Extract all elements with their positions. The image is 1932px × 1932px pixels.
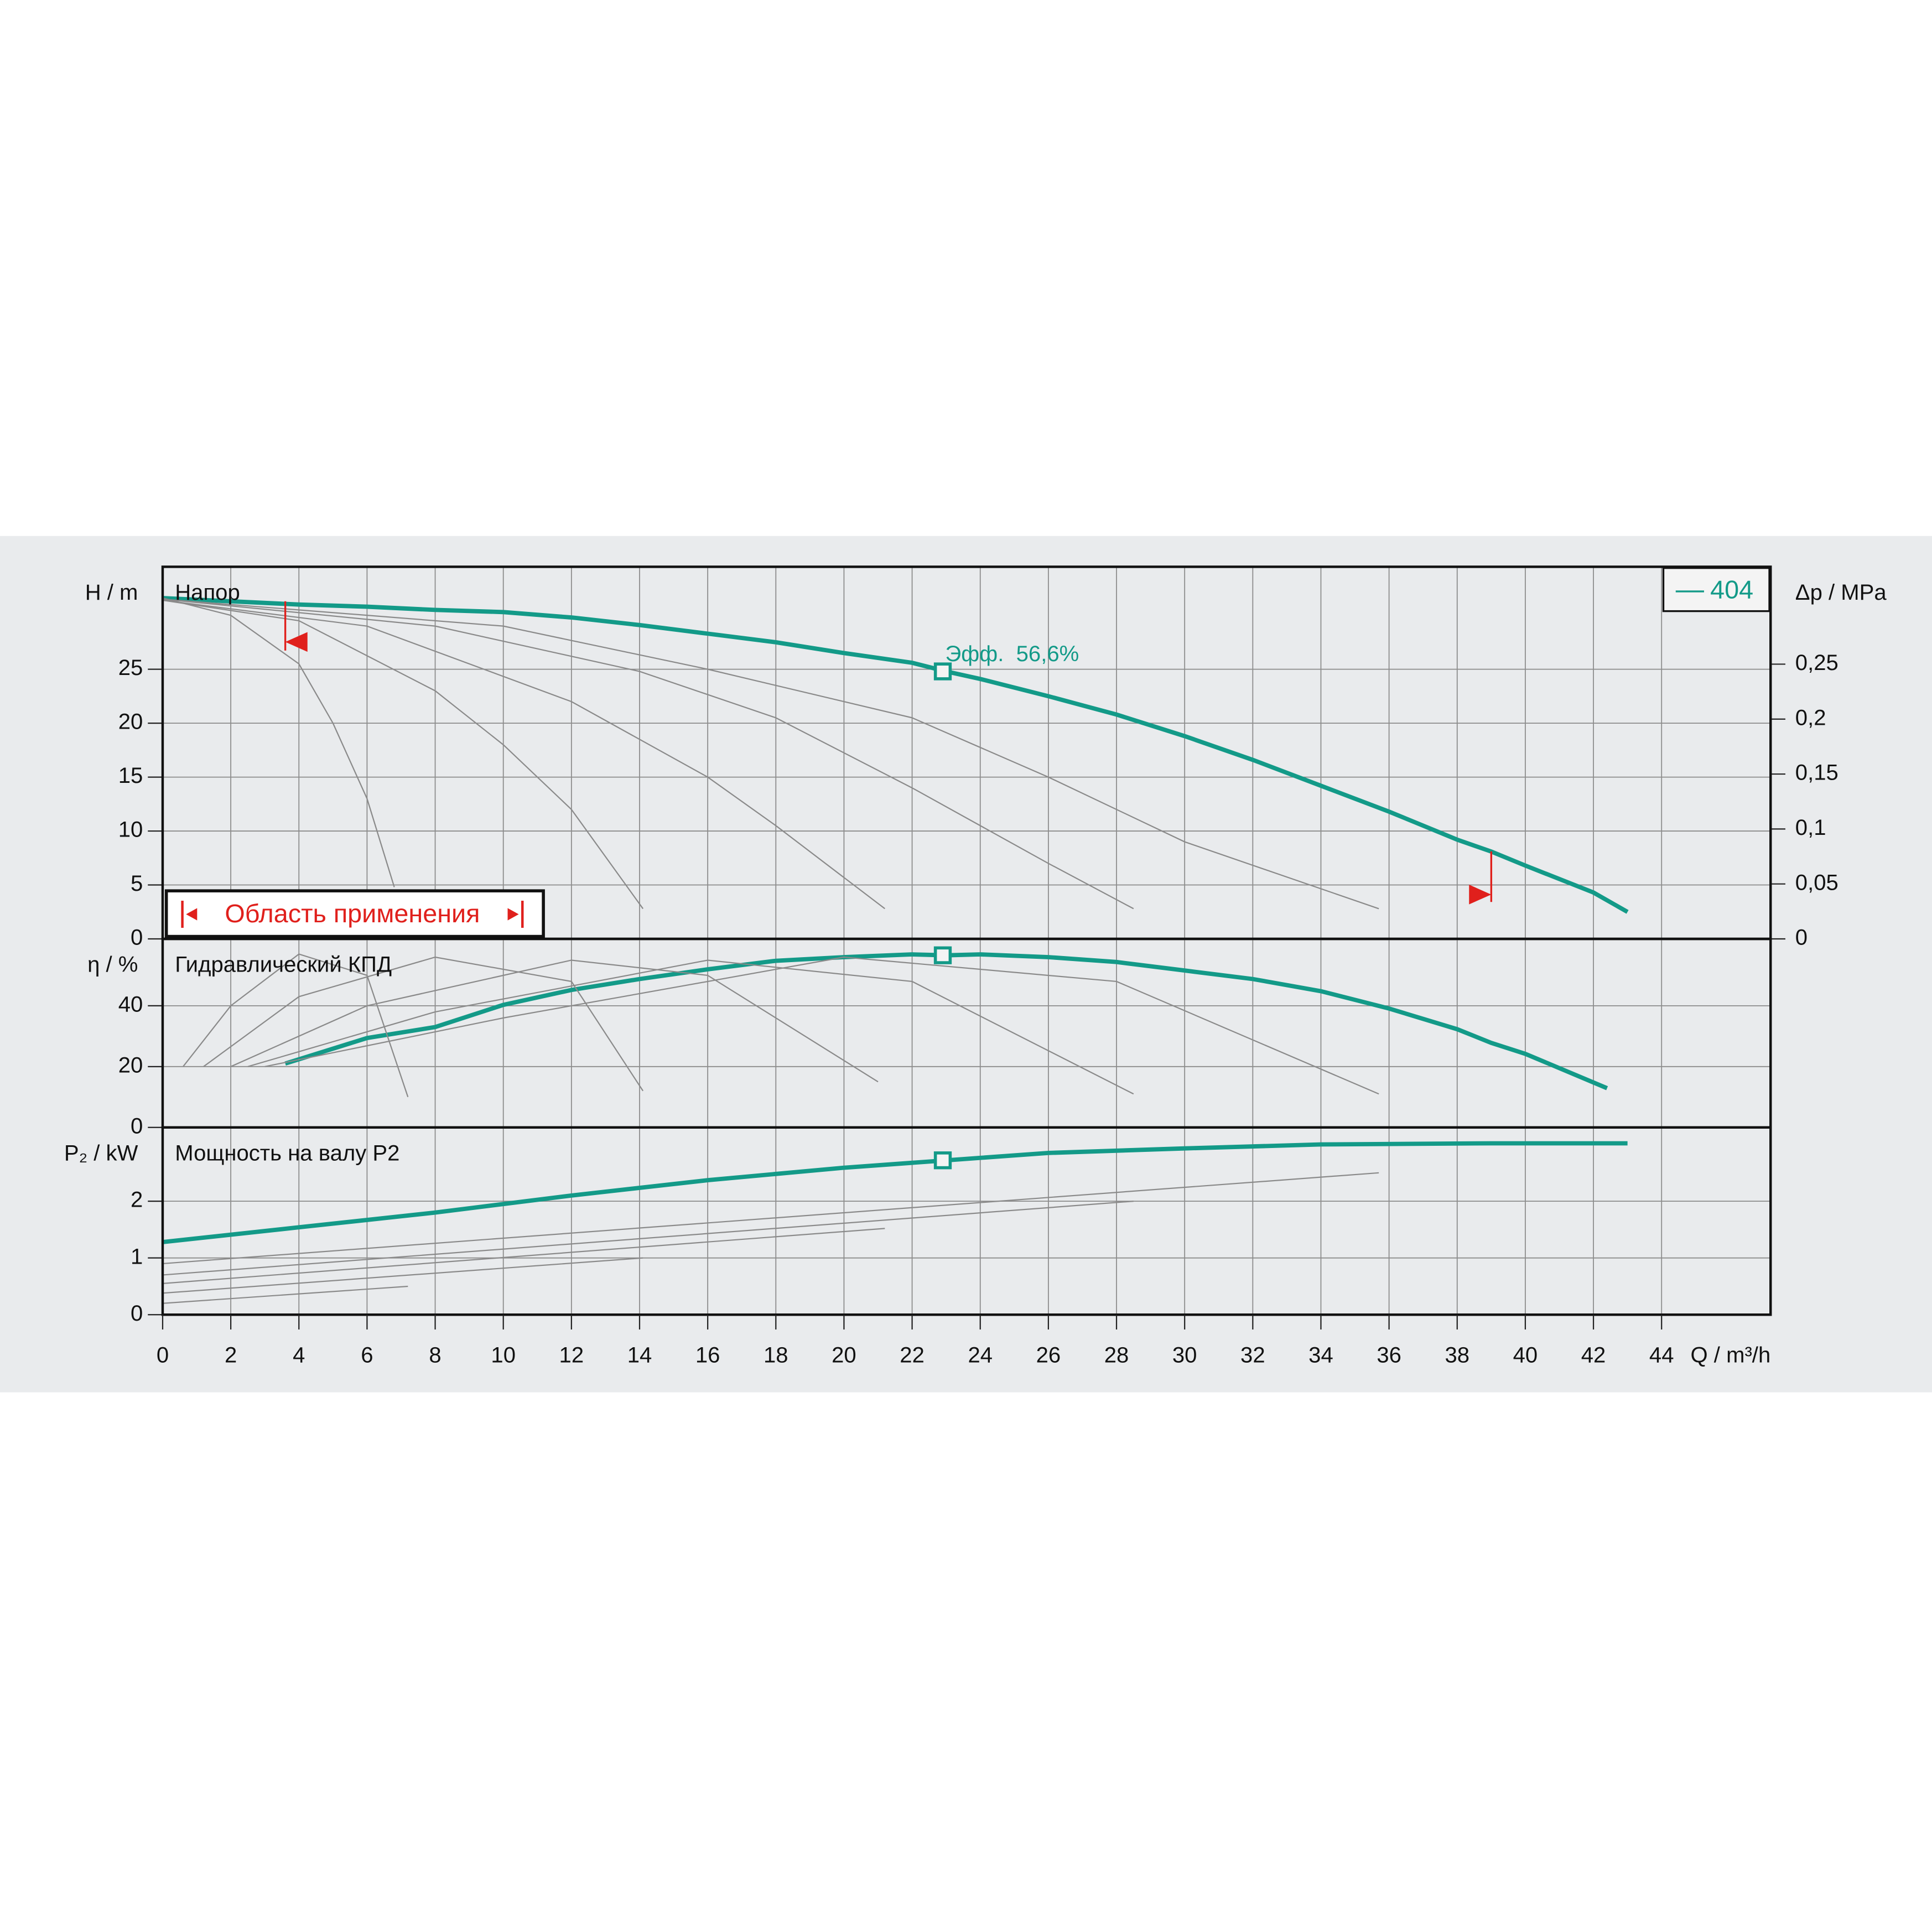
y2-tick-label: 0,1 — [1795, 816, 1826, 840]
curve — [264, 956, 1379, 1095]
x-tick-label: 6 — [361, 1343, 373, 1368]
x-tick-label: 30 — [1172, 1343, 1197, 1368]
curve — [162, 599, 886, 910]
x-tick-label: 26 — [1036, 1343, 1061, 1368]
range-arrow — [1469, 885, 1492, 905]
x-tick-label: 28 — [1104, 1343, 1129, 1368]
x-tick-label: 32 — [1240, 1343, 1265, 1368]
curve — [203, 956, 644, 1092]
legend-box — [1662, 567, 1770, 612]
range-arrow — [285, 632, 308, 652]
y-tick-label: 25 — [118, 656, 143, 680]
y-label: H / m — [85, 580, 138, 605]
x-tick-label: 14 — [627, 1343, 652, 1368]
x-tick-label: 22 — [900, 1343, 925, 1368]
panel-title: Гидравлический КПД — [175, 953, 392, 977]
x-tick-label: 16 — [695, 1343, 720, 1368]
x-label: Q / m³/h — [1691, 1343, 1771, 1368]
y-tick-label: 0 — [131, 1114, 143, 1138]
x-tick-label: 44 — [1649, 1343, 1674, 1368]
y-tick-label: 2 — [131, 1188, 143, 1212]
range-box — [164, 889, 545, 938]
operating-point — [933, 662, 952, 681]
curve — [162, 599, 644, 910]
x-tick-label: 20 — [832, 1343, 856, 1368]
x-tick-label: 12 — [559, 1343, 584, 1368]
curve — [162, 598, 1379, 910]
curve — [162, 1228, 885, 1284]
x-tick-label: 42 — [1581, 1343, 1606, 1368]
y-label: P₂ / kW — [64, 1141, 138, 1165]
operating-point — [933, 1151, 952, 1170]
curve — [162, 1172, 1379, 1265]
panel-title: Мощность на валу P2 — [175, 1141, 399, 1165]
x-tick-label: 8 — [429, 1343, 441, 1368]
y-tick-label: 0 — [131, 1301, 143, 1326]
x-tick-label: 2 — [225, 1343, 237, 1368]
x-tick-label: 40 — [1513, 1343, 1538, 1368]
legend-label: 404 — [1710, 575, 1753, 604]
curve — [162, 1200, 1134, 1276]
x-tick-label: 34 — [1308, 1343, 1333, 1368]
main-curve — [284, 952, 1608, 1090]
main-curve — [162, 1141, 1628, 1244]
y-tick-label: 5 — [131, 871, 143, 896]
y2-tick-label: 0,05 — [1795, 870, 1838, 895]
y-tick-label: 10 — [118, 818, 143, 842]
curve — [162, 1257, 643, 1294]
x-tick-label: 4 — [293, 1343, 305, 1368]
operating-point — [933, 946, 952, 964]
range-arrow — [186, 908, 198, 921]
range-arrow — [507, 908, 519, 921]
curve — [247, 959, 1134, 1095]
y-tick-label: 1 — [131, 1244, 143, 1269]
panel-title: Напор — [175, 580, 240, 605]
x-tick-label: 10 — [491, 1343, 516, 1368]
annotation: Эфф. 56,6% — [945, 642, 1079, 666]
curve — [162, 598, 1134, 910]
x-tick-label: 0 — [157, 1343, 169, 1368]
curve — [162, 1285, 408, 1304]
y2-tick-label: 0,25 — [1795, 651, 1838, 675]
range-label: Область применения — [225, 899, 480, 928]
y2-label: Δp / MPa — [1795, 580, 1887, 605]
y2-tick-label: 0,2 — [1795, 705, 1826, 730]
y-label: η / % — [87, 953, 138, 977]
y2-tick-label: 0,15 — [1795, 761, 1838, 785]
x-tick-label: 24 — [968, 1343, 993, 1368]
curve — [183, 953, 409, 1098]
y-tick-label: 20 — [118, 710, 143, 734]
chart-background — [0, 536, 1932, 1393]
curve — [230, 959, 879, 1083]
x-tick-label: 36 — [1377, 1343, 1401, 1368]
y-tick-label: 0 — [131, 926, 143, 950]
y-tick-label: 15 — [118, 764, 143, 788]
y2-tick-label: 0 — [1795, 926, 1808, 950]
curve — [162, 597, 395, 887]
y-tick-label: 20 — [118, 1053, 143, 1077]
y-tick-label: 40 — [118, 993, 143, 1017]
x-tick-label: 38 — [1445, 1343, 1469, 1368]
panel-frame — [161, 1126, 1772, 1316]
x-tick-label: 18 — [764, 1343, 788, 1368]
